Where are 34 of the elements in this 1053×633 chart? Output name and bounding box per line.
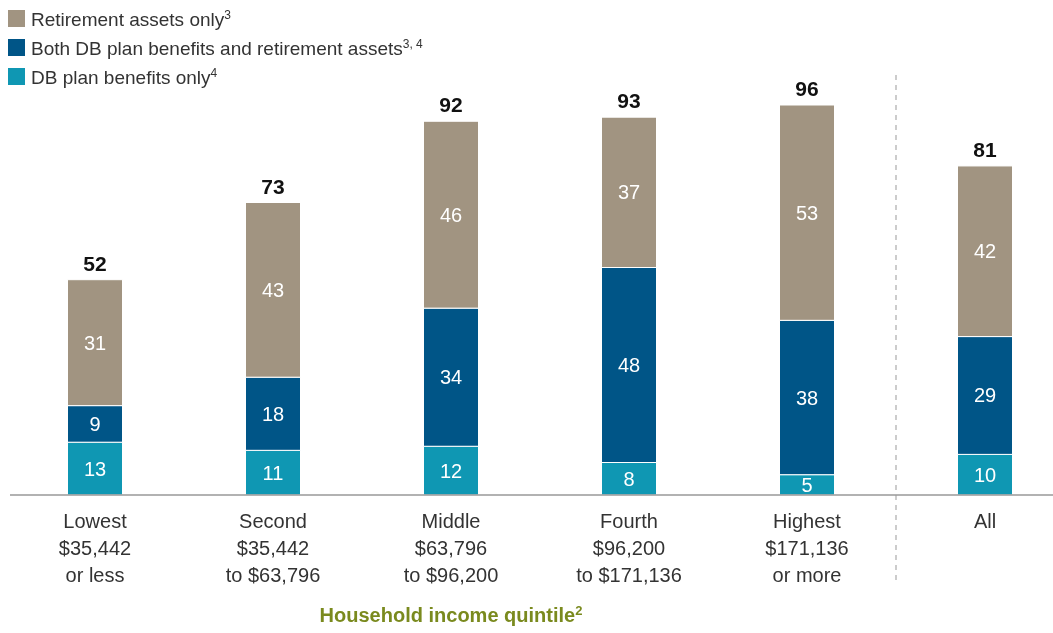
legend-label: DB plan benefits only$^{4}$ xyxy=(31,66,218,88)
legend-label: Both DB plan benefits and retirement assets$^{3, 4}$ xyxy=(31,37,424,59)
data-label: 38 xyxy=(795,386,819,409)
total-label: 92 xyxy=(439,93,463,117)
data-label: 8 xyxy=(623,467,635,490)
data-label: 18 xyxy=(261,402,285,425)
x-tick-label: Middle $63,796 to $96,200 xyxy=(403,510,499,586)
data-label: 43 xyxy=(261,278,285,301)
data-label: 13 xyxy=(83,457,107,480)
data-label: 9 xyxy=(89,412,101,435)
total-label: 96 xyxy=(795,77,819,100)
data-label: 31 xyxy=(83,331,107,354)
x-tick-label: Highest $171,136 or more xyxy=(765,510,849,586)
x-axis-title: Household income quintile$^{2}$ xyxy=(319,602,583,626)
data-label: 29 xyxy=(973,384,997,407)
total-label: 73 xyxy=(261,174,285,198)
data-label: 11 xyxy=(262,461,284,484)
data-label: 48 xyxy=(617,354,641,376)
total-label: 52 xyxy=(83,251,107,275)
x-tick-label: Second $35,442 to $63,796 xyxy=(225,510,321,586)
x-tick-label: Lowest $35,442 or less xyxy=(58,510,132,586)
data-label: 12 xyxy=(439,459,463,482)
data-label: 5 xyxy=(801,473,813,496)
total-label: 93 xyxy=(617,89,641,113)
data-label: 10 xyxy=(973,463,997,486)
data-label: 42 xyxy=(973,240,997,263)
legend-label: Retirement assets only$^{3}$ xyxy=(31,8,232,30)
total-label: 81 xyxy=(973,137,997,161)
x-tick-label: Fourth $96,200 to $171,136 xyxy=(576,510,682,586)
data-label: 53 xyxy=(795,201,819,224)
data-label: 37 xyxy=(617,181,641,204)
data-label: 34 xyxy=(439,366,463,389)
data-label: 46 xyxy=(439,203,463,226)
x-tick-label: All xyxy=(973,510,997,532)
